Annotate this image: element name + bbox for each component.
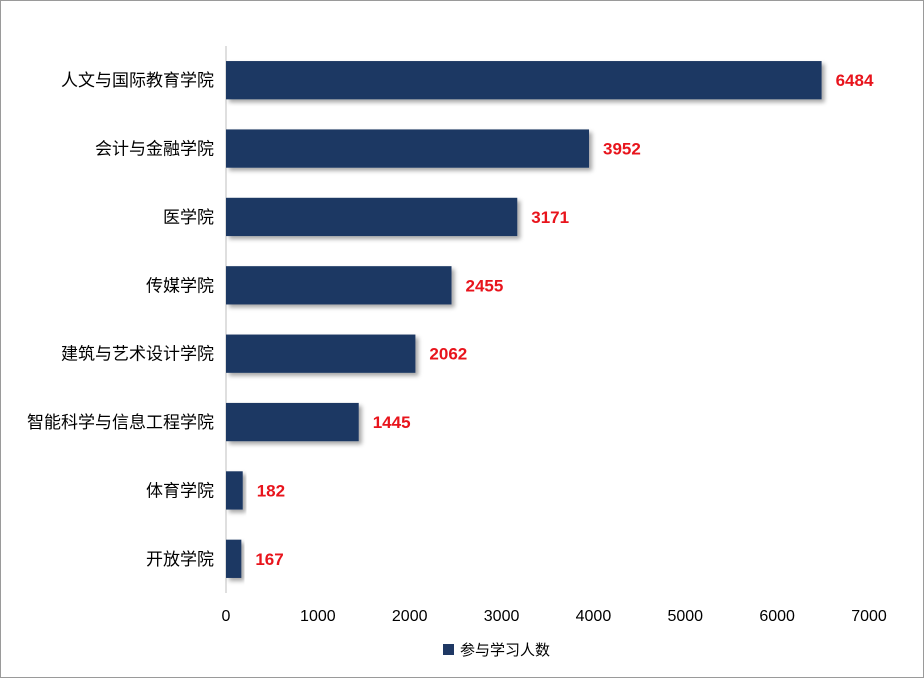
legend-swatch (443, 644, 454, 655)
data-label: 182 (257, 481, 285, 500)
bar-5 (226, 402, 359, 442)
data-label: 3171 (531, 208, 569, 227)
x-tick-label: 4000 (576, 608, 612, 625)
bar-4 (226, 334, 416, 373)
category-label: 建筑与艺术设计学院 (61, 345, 214, 365)
category-label: 体育学院 (146, 481, 214, 501)
bar-1 (226, 129, 590, 168)
bar-2 (226, 197, 518, 237)
data-label: 1445 (373, 413, 411, 432)
category-label: 智能科学与信息工程学院 (27, 413, 214, 433)
category-label: 传媒学院 (146, 276, 214, 296)
x-tick-label: 5000 (667, 608, 703, 625)
x-tick-label: 2000 (392, 608, 428, 625)
bar-7 (226, 539, 242, 578)
bar-0 (226, 61, 822, 100)
data-label: 3952 (603, 140, 641, 159)
x-tick-label: 6000 (759, 608, 795, 625)
legend-label: 参与学习人数 (460, 641, 550, 659)
category-label: 人文与国际教育学院 (61, 71, 214, 91)
x-tick-label: 0 (222, 608, 231, 625)
category-label: 医学院 (163, 208, 214, 228)
bar-6 (226, 471, 243, 510)
data-label: 2062 (429, 345, 467, 364)
category-label: 会计与金融学院 (95, 140, 214, 160)
x-tick-label: 3000 (484, 608, 520, 625)
data-label: 2455 (466, 276, 504, 295)
x-tick-label: 1000 (300, 608, 336, 625)
data-label: 167 (255, 550, 283, 569)
category-label: 开放学院 (146, 550, 214, 570)
x-tick-label: 7000 (851, 608, 887, 625)
bar-3 (226, 266, 452, 305)
data-label: 6484 (836, 71, 874, 90)
